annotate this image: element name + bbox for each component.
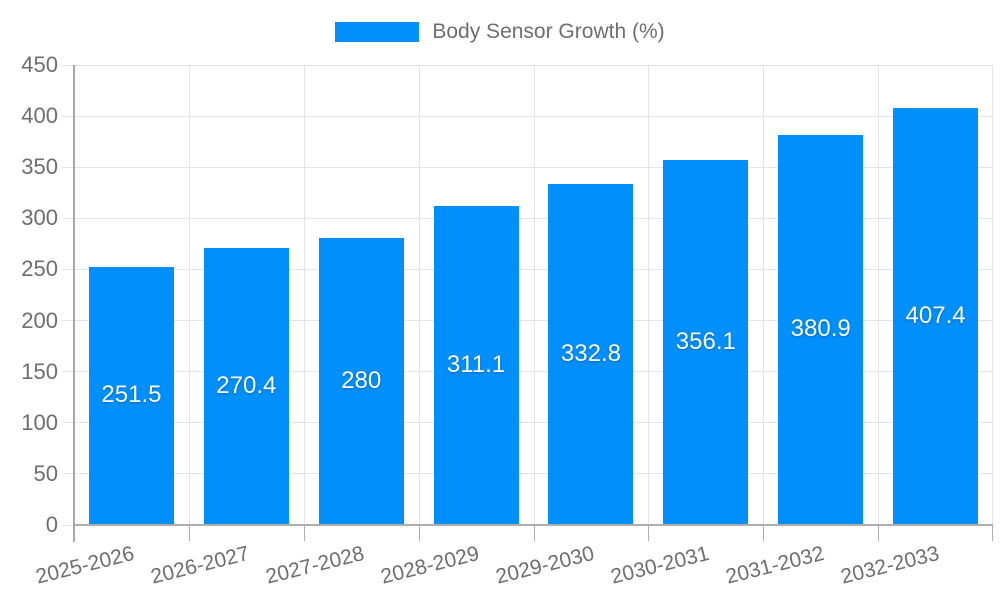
x-tick-mark [188,525,190,541]
x-tick-mark [763,525,765,541]
gridline-vertical [648,65,650,525]
y-tick-label: 100 [21,409,58,435]
y-tick-mark [62,422,74,424]
y-axis-labels: 0 50 100 150 200 250 300 350 400 450 [0,0,58,600]
y-tick-label: 50 [33,460,58,486]
bar[interactable]: 332.8 [548,183,634,524]
bar[interactable]: 407.4 [893,107,979,524]
bar[interactable]: 356.1 [663,160,749,524]
bar-value-label: 407.4 [905,301,966,329]
bar-value-label: 270.4 [216,371,277,399]
gridline-vertical [992,65,993,525]
x-tick-mark [878,525,880,541]
gridline-vertical [878,65,880,525]
x-tick-mark [303,525,305,541]
legend-item[interactable]: Body Sensor Growth (%) [0,20,1000,44]
gridline-vertical [188,65,190,525]
x-tick-mark [992,525,993,541]
y-tick-mark [62,371,74,373]
y-tick-mark [62,320,74,322]
gridline-vertical [303,65,305,525]
bar[interactable]: 380.9 [778,134,864,524]
legend-swatch-icon [335,22,420,42]
y-tick-label: 400 [21,103,58,129]
y-tick-mark [62,115,74,117]
bar[interactable]: 280 [318,237,404,524]
gridline-vertical [763,65,765,525]
y-tick-label: 150 [21,358,58,384]
x-tick-mark [648,525,650,541]
y-tick-label: 0 [45,512,58,537]
x-tick-mark [418,525,420,541]
y-axis-line [73,65,75,542]
y-tick-label: 450 [21,52,58,77]
bar[interactable]: 251.5 [88,266,174,524]
y-tick-mark [62,524,74,526]
bar-value-label: 251.5 [101,381,162,409]
bar-value-label: 311.1 [446,351,506,378]
y-tick-mark [62,268,74,270]
y-tick-label: 250 [21,256,58,282]
bar-value-label: 356.1 [675,328,736,355]
bar-value-label: 280 [341,366,382,394]
x-tick-mark [533,525,535,541]
bar-value-label: 380.9 [790,315,851,343]
plot-area: 251.5 270.4 280 311.1 332.8 356.1 380.9 407.4 [62,64,993,542]
y-tick-mark [62,217,74,219]
bar[interactable]: 311.1 [433,206,519,524]
y-tick-label: 300 [21,205,58,231]
bar-value-label: 332.8 [560,339,621,367]
legend-label: Body Sensor Growth (%) [432,20,665,43]
y-tick-mark [62,473,74,475]
bar[interactable]: 270.4 [203,247,289,524]
gridline-vertical [418,65,420,525]
gridline-vertical [533,65,535,525]
x-axis-line [74,524,993,526]
y-tick-mark [62,166,74,168]
y-tick-mark [62,64,74,66]
y-tick-label: 200 [21,307,58,333]
y-tick-label: 350 [21,154,58,180]
